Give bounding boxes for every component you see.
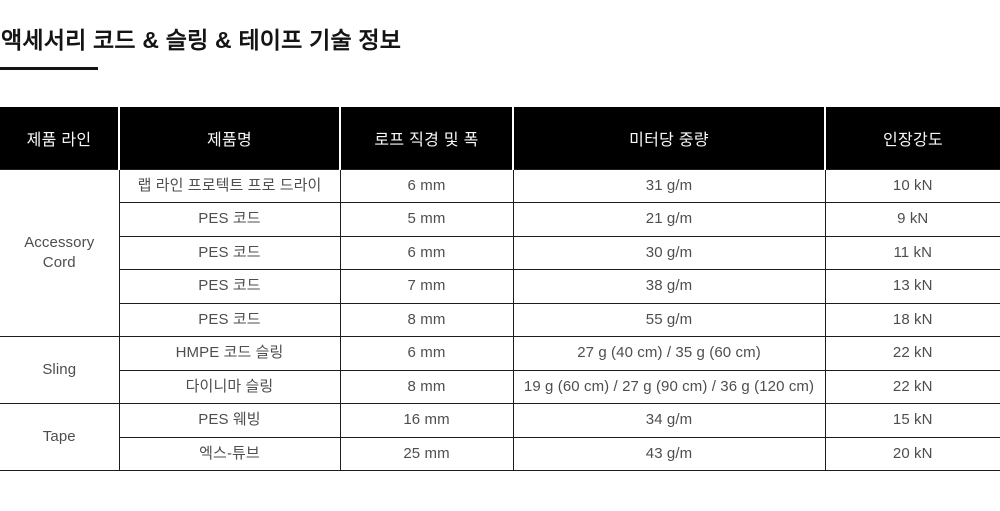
table-row: 엑스-튜브 25 mm 43 g/m 20 kN	[0, 436, 1000, 471]
name-cell: PES 코드	[119, 202, 341, 237]
strength-cell: 22 kN	[824, 369, 1000, 404]
strength-cell: 11 kN	[824, 235, 1000, 270]
strength-cell: 9 kN	[824, 202, 1000, 237]
weight-cell: 38 g/m	[512, 269, 826, 304]
column-header-weight: 미터당 중량	[513, 107, 826, 169]
strength-cell: 18 kN	[824, 302, 1000, 337]
title-underline	[0, 67, 98, 70]
weight-cell: 19 g (60 cm) / 27 g (90 cm) / 36 g (120 …	[512, 369, 826, 404]
strength-cell: 10 kN	[824, 168, 1000, 203]
name-cell: 다이니마 슬링	[119, 369, 341, 404]
weight-cell: 34 g/m	[512, 403, 826, 438]
table-row: PES 코드 5 mm 21 g/m 9 kN	[0, 202, 1000, 237]
weight-cell: 31 g/m	[512, 168, 826, 203]
diameter-cell: 8 mm	[339, 302, 514, 337]
column-header-product-line: 제품 라인	[0, 107, 120, 169]
product-line-cell: Sling	[0, 336, 120, 404]
weight-cell: 30 g/m	[512, 235, 826, 270]
spec-table: 제품 라인 제품명 로프 직경 및 폭 미터당 중량 인장강도 Accessor…	[0, 107, 1000, 471]
diameter-cell: 16 mm	[339, 403, 514, 438]
strength-cell: 13 kN	[824, 269, 1000, 304]
strength-cell: 20 kN	[824, 436, 1000, 471]
strength-cell: 15 kN	[824, 403, 1000, 438]
table-row: PES 코드 8 mm 55 g/m 18 kN	[0, 302, 1000, 337]
name-cell: PES 코드	[119, 269, 341, 304]
table-row: 다이니마 슬링 8 mm 19 g (60 cm) / 27 g (90 cm) /…	[0, 369, 1000, 404]
weight-cell: 43 g/m	[512, 436, 826, 471]
table-header: 제품 라인 제품명 로프 직경 및 폭 미터당 중량 인장강도	[0, 107, 1000, 169]
diameter-cell: 5 mm	[339, 202, 514, 237]
table-row: Sling HMPE 코드 슬링 6 mm 27 g (40 cm) / 35 g (…	[0, 336, 1000, 404]
table-row: Tape PES 웨빙 16 mm 34 g/m 15 kN	[0, 403, 1000, 471]
weight-cell: 27 g (40 cm) / 35 g (60 cm)	[512, 336, 826, 371]
diameter-cell: 7 mm	[339, 269, 514, 304]
column-header-product-name: 제품명	[119, 107, 341, 169]
column-header-diameter: 로프 직경 및 폭	[340, 107, 514, 169]
name-cell: 엑스-튜브	[119, 436, 341, 471]
diameter-cell: 25 mm	[339, 436, 514, 471]
diameter-cell: 6 mm	[339, 235, 514, 270]
column-header-strength: 인장강도	[825, 107, 1000, 169]
weight-cell: 21 g/m	[512, 202, 826, 237]
strength-cell: 22 kN	[824, 336, 1000, 371]
diameter-cell: 6 mm	[339, 336, 514, 371]
page-title: 액세서리 코드 & 슬링 & 테이프 기술 정보	[1, 27, 402, 53]
diameter-cell: 8 mm	[339, 369, 514, 404]
name-cell: PES 코드	[119, 235, 341, 270]
name-cell: 랩 라인 프로텍트 프로 드라이	[118, 168, 341, 203]
table-row: PES 코드 7 mm 38 g/m 13 kN	[0, 269, 1000, 304]
product-line-cell: Tape	[0, 403, 120, 471]
name-cell: PES 코드	[119, 302, 341, 337]
table-body: Accessory Cord 랩 라인 프로텍트 프로 드라이 6 mm 31 g/m…	[0, 168, 1000, 471]
table-row: PES 코드 6 mm 30 g/m 11 kN	[0, 235, 1000, 270]
header-row: 제품 라인 제품명 로프 직경 및 폭 미터당 중량 인장강도	[0, 107, 1000, 169]
name-cell: PES 웨빙	[118, 403, 341, 438]
weight-cell: 55 g/m	[512, 302, 826, 337]
table-row: Accessory Cord 랩 라인 프로텍트 프로 드라이 6 mm 31 g/m…	[0, 168, 1000, 337]
page: 액세서리 코드 & 슬링 & 테이프 기술 정보 제품 라인 제품명 로프 직경…	[0, 26, 1000, 511]
name-cell: HMPE 코드 슬링	[118, 336, 341, 371]
diameter-cell: 6 mm	[339, 168, 514, 203]
product-line-cell: Accessory Cord	[0, 168, 120, 337]
